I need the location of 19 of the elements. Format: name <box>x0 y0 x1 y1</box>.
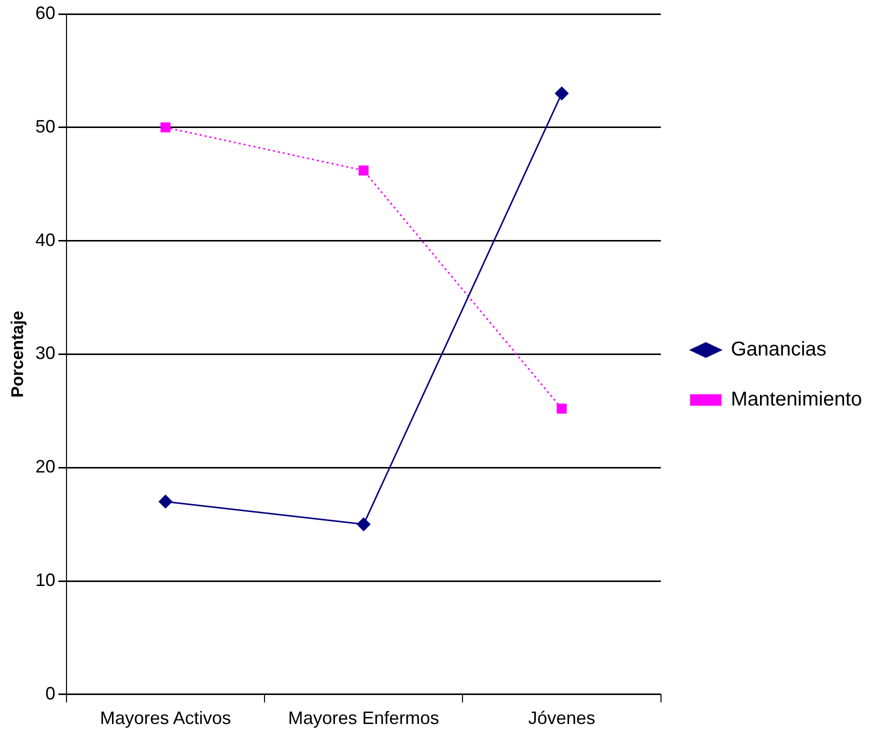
y-axis-title: Porcentaje <box>8 310 27 398</box>
point <box>358 166 369 176</box>
y-tick-label: 20 <box>35 456 56 477</box>
y-tick-label: 10 <box>35 570 56 590</box>
point <box>556 404 567 414</box>
point <box>158 494 172 508</box>
y-tick-label: 60 <box>35 2 56 23</box>
point <box>555 86 568 100</box>
legend-label: Ganancias <box>730 338 826 361</box>
point <box>356 518 370 532</box>
y-tick-label: 40 <box>35 230 56 250</box>
y-tick-label: 0 <box>45 683 56 704</box>
y-tick-label: 50 <box>35 116 56 136</box>
x-tick-label: Mayores Enfermos <box>288 708 440 728</box>
x-tick-label: Jóvenes <box>528 708 596 728</box>
legend-label: Mantenimiento <box>730 388 862 411</box>
point <box>160 122 170 132</box>
y-tick-label: 30 <box>35 343 56 364</box>
x-tick-label: Mayores Activos <box>100 708 232 728</box>
